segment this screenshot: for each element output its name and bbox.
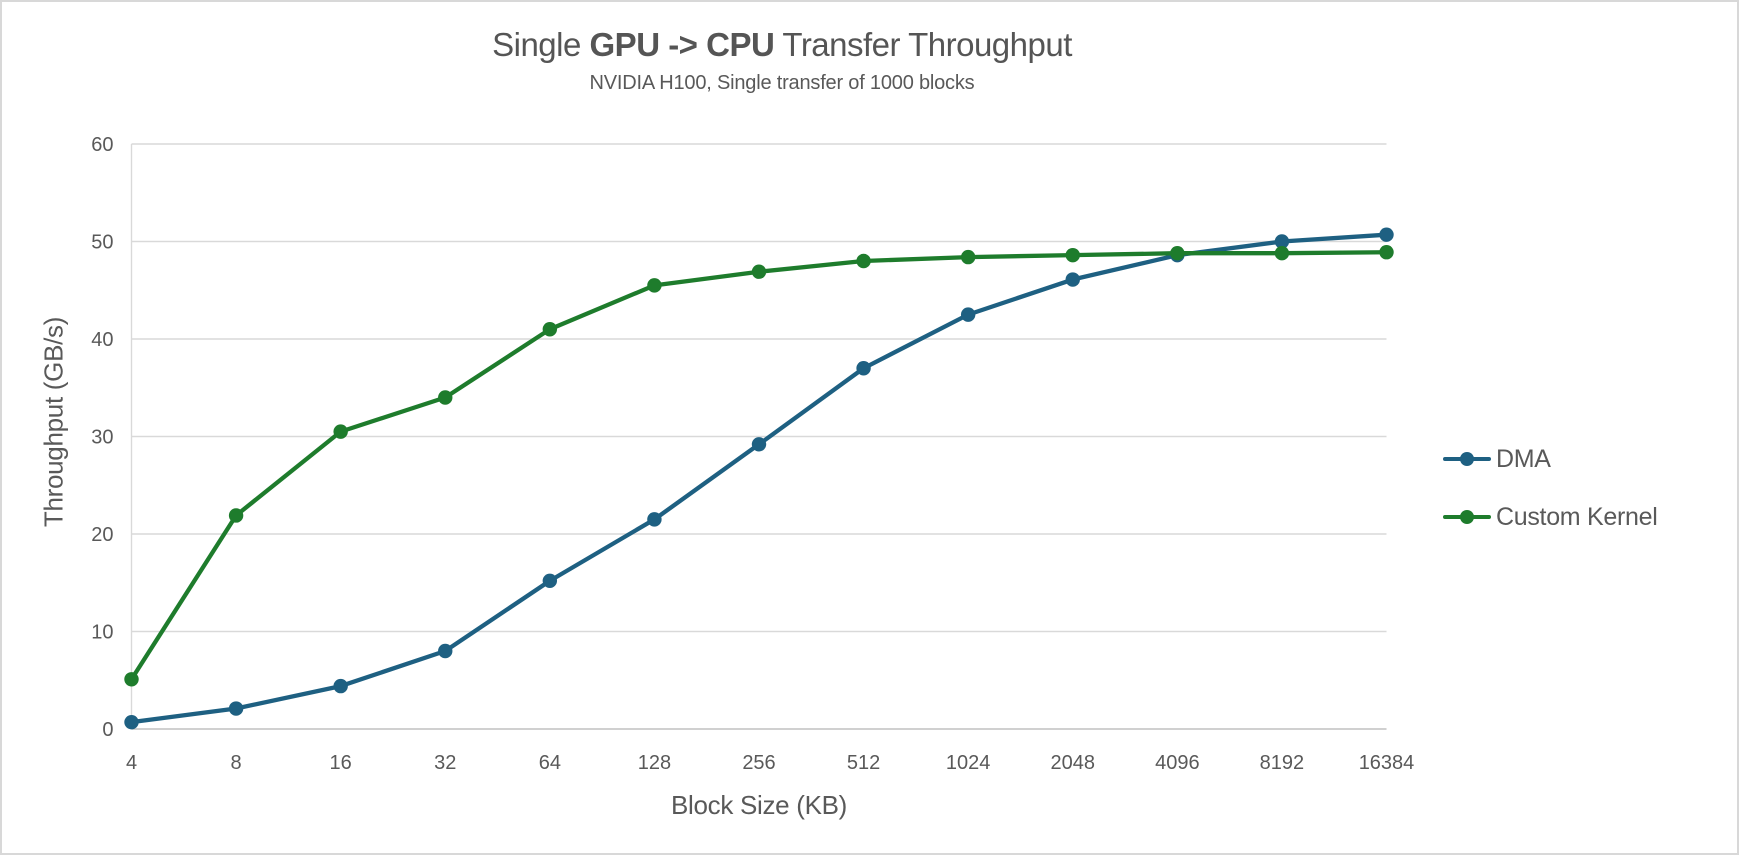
x-tick-label-8192: 8192 <box>1260 752 1305 774</box>
data-point-dma-32 <box>438 643 453 659</box>
data-point-dma-16 <box>333 678 348 694</box>
chart-title: Single GPU -> CPU Transfer Throughput <box>2 24 1562 66</box>
data-point-dma-64 <box>542 573 558 588</box>
data-point-custom-kernel-4096 <box>1170 246 1185 261</box>
data-point-custom-kernel-1024 <box>960 249 976 265</box>
y-tick-label-60: 60 <box>91 134 113 156</box>
x-tick-label-64: 64 <box>539 752 561 774</box>
y-tick-label-20: 20 <box>91 524 113 546</box>
data-point-custom-kernel-16 <box>333 424 348 439</box>
data-point-custom-kernel-256 <box>751 264 767 279</box>
data-point-dma-2048 <box>1065 272 1080 287</box>
data-point-custom-kernel-64 <box>542 322 558 337</box>
chart-title-bold: GPU -> CPU <box>589 26 775 63</box>
legend-item-label: DMA <box>1496 444 1551 473</box>
data-point-dma-512 <box>856 361 871 376</box>
y-tick-label-40: 40 <box>91 329 113 351</box>
x-axis-title: Block Size (KB) <box>670 790 848 820</box>
y-tick-label-10: 10 <box>91 622 113 644</box>
data-point-custom-kernel-4 <box>124 672 139 687</box>
y-tick-label-30: 30 <box>91 427 113 449</box>
custom-kernel-line-marker-icon <box>1443 509 1491 525</box>
legend-item-custom-kernel: Custom Kernel <box>1443 488 1658 546</box>
legend-item-dma: DMA <box>1443 430 1657 488</box>
data-point-custom-kernel-512 <box>856 253 871 269</box>
data-point-dma-1024 <box>960 307 976 322</box>
y-axis-title: Throughput (GB/s) <box>38 316 69 528</box>
legend: DMA Custom Kernel <box>1443 430 1658 546</box>
x-tick-label-128: 128 <box>638 752 671 774</box>
chart-title-prefix: Single <box>492 26 590 63</box>
series-line-custom-kernel <box>129 250 1389 682</box>
data-point-dma-8192 <box>1274 234 1290 249</box>
data-point-dma-4 <box>124 714 139 730</box>
x-tick-label-512: 512 <box>847 752 880 774</box>
chart-subtitle: NVIDIA H100, Single transfer of 1000 blo… <box>589 72 975 94</box>
data-point-custom-kernel-32 <box>438 390 453 405</box>
data-point-dma-16384 <box>1379 227 1394 242</box>
x-tick-label-4: 4 <box>126 752 137 774</box>
chart-header: Single GPU -> CPU Transfer Throughput NV… <box>2 24 1562 96</box>
y-tick-label-0: 0 <box>102 719 113 741</box>
x-tick-label-2048: 2048 <box>1051 752 1096 774</box>
dma-line-marker-icon <box>1443 451 1491 467</box>
legend-item-label: Custom Kernel <box>1496 502 1658 531</box>
data-point-custom-kernel-8192 <box>1274 246 1290 261</box>
x-tick-label-8: 8 <box>231 752 242 774</box>
x-tick-label-32: 32 <box>434 752 456 774</box>
legend-dot-swatch <box>1460 510 1474 524</box>
legend-dot-swatch <box>1460 452 1474 466</box>
data-point-dma-128 <box>647 512 662 527</box>
x-tick-label-4096: 4096 <box>1155 752 1200 774</box>
y-tick-label-50: 50 <box>91 232 113 254</box>
data-point-custom-kernel-128 <box>647 278 662 293</box>
chart-title-suffix: Transfer Throughput <box>774 26 1072 63</box>
data-point-custom-kernel-8 <box>228 508 244 523</box>
x-tick-label-16: 16 <box>330 752 352 774</box>
data-point-dma-8 <box>228 701 244 716</box>
x-tick-label-256: 256 <box>742 752 775 774</box>
data-point-dma-256 <box>751 437 767 452</box>
data-point-custom-kernel-16384 <box>1379 245 1394 260</box>
x-tick-label-16384: 16384 <box>1359 752 1415 774</box>
data-point-custom-kernel-2048 <box>1065 247 1080 263</box>
x-tick-label-1024: 1024 <box>946 752 991 774</box>
series-line-dma <box>129 232 1389 725</box>
